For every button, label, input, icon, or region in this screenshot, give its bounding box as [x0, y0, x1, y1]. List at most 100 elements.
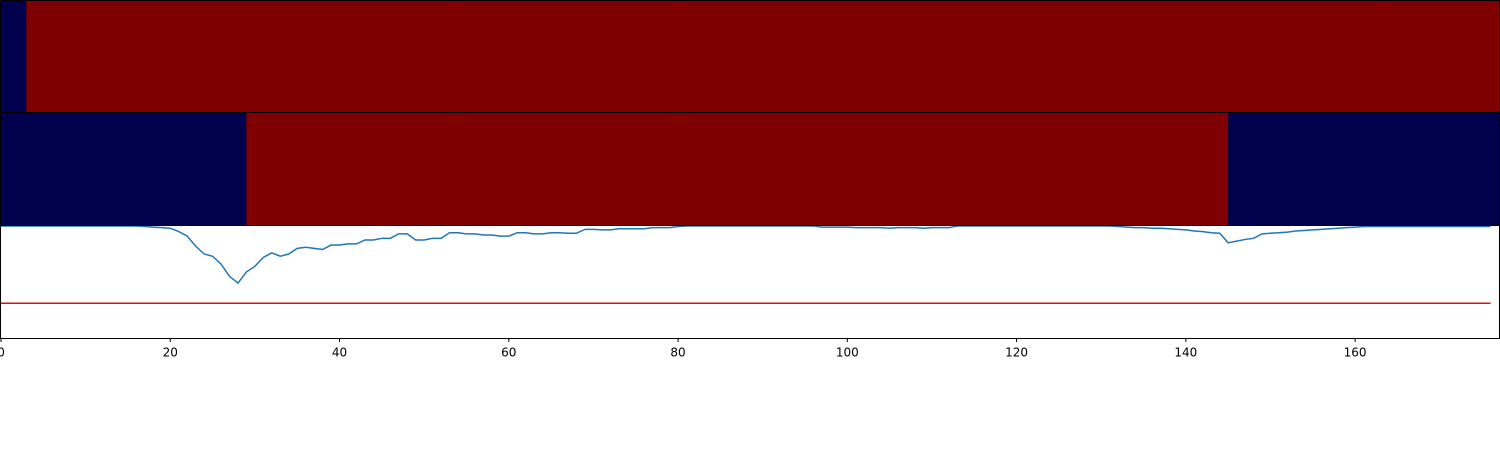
- heatmap-cell: [1253, 113, 1263, 225]
- heatmap-cell: [1058, 113, 1068, 225]
- heatmap-cell: [1109, 113, 1119, 225]
- heatmap-cell: [517, 113, 527, 225]
- heatmap-cell: [847, 113, 857, 225]
- heatmap-cell: [85, 113, 95, 225]
- heatmap-cell: [500, 113, 510, 225]
- heatmap-cell: [43, 1, 53, 112]
- heatmap-cell: [864, 113, 874, 225]
- heatmap-cell: [187, 113, 197, 225]
- heatmap-cell: [1058, 1, 1068, 112]
- heatmap-cell: [195, 1, 205, 112]
- heatmap-cell: [627, 113, 637, 225]
- heatmap-cell: [720, 113, 730, 225]
- heatmap-cell: [458, 1, 467, 112]
- heatmap-cell: [212, 1, 222, 112]
- heatmap-cell: [915, 1, 924, 112]
- heatmap-cell: [618, 113, 628, 225]
- heatmap-cell: [9, 1, 19, 112]
- heatmap-cell: [441, 113, 450, 225]
- heatmap-cell: [940, 113, 950, 225]
- heatmap-cell: [703, 113, 713, 225]
- heatmap-cell: [407, 1, 417, 112]
- heatmap-cell: [398, 113, 408, 225]
- heatmap-cell: [728, 1, 738, 112]
- heatmap-cell: [1118, 113, 1128, 225]
- heatmap-cell: [855, 1, 865, 112]
- heatmap-cell: [813, 1, 823, 112]
- heatmap-cell: [754, 1, 764, 112]
- heatmap-cell: [407, 113, 417, 225]
- heatmap-cell: [1262, 113, 1271, 225]
- heatmap-cell: [568, 1, 577, 112]
- heatmap-cell: [999, 1, 1009, 112]
- heatmap-cell: [1422, 1, 1432, 112]
- heatmap-cell: [965, 1, 975, 112]
- heatmap-cell: [1287, 1, 1297, 112]
- heatmap-cell: [517, 1, 527, 112]
- heatmap-cell: [559, 1, 569, 112]
- heatmap-cell: [119, 113, 129, 225]
- heatmap-cell: [1194, 1, 1204, 112]
- heatmap-cell: [601, 1, 611, 112]
- heatmap-cell: [1160, 113, 1170, 225]
- heatmap-cell: [195, 113, 205, 225]
- heatmap-cell: [1101, 1, 1111, 112]
- heatmap-cell: [525, 1, 535, 112]
- heatmap-cell: [1346, 113, 1356, 225]
- heatmap-cell: [1456, 1, 1466, 112]
- heatmap-cell: [1490, 1, 1500, 112]
- heatmap-cell: [779, 1, 789, 112]
- heatmap-cell: [398, 1, 408, 112]
- heatmap-cell: [280, 113, 290, 225]
- heatmap-cell: [1219, 113, 1229, 225]
- heatmap-cell: [144, 1, 154, 112]
- heatmap-cell: [1075, 1, 1085, 112]
- heatmap-cell: [661, 1, 670, 112]
- data-line: [1, 226, 1491, 285]
- heatmap-cell: [17, 113, 27, 225]
- heatmap-cell: [1041, 1, 1051, 112]
- heatmap-cell: [314, 113, 324, 225]
- heatmap-cell: [60, 1, 70, 112]
- heatmap-cell: [551, 1, 560, 112]
- heatmap-cell: [1084, 113, 1094, 225]
- heatmap-cell: [669, 1, 679, 112]
- heatmap-cell: [661, 113, 670, 225]
- heatmap-cell: [1270, 1, 1280, 112]
- heatmap-cell: [855, 113, 865, 225]
- heatmap-cell: [788, 113, 797, 225]
- heatmap-cell: [1008, 113, 1017, 225]
- heatmap-cell: [1270, 113, 1280, 225]
- heatmap-cell: [991, 1, 1001, 112]
- heatmap-cell: [1321, 1, 1331, 112]
- heatmap-cell: [1, 113, 10, 225]
- heatmap-cell: [542, 1, 552, 112]
- heatmap-cell: [229, 1, 239, 112]
- heatmap-cell: [508, 1, 518, 112]
- x-tick-label: 100: [836, 346, 859, 360]
- heatmap-cell: [77, 113, 87, 225]
- heatmap-cell: [136, 1, 146, 112]
- heatmap-cell: [1211, 113, 1221, 225]
- heatmap-cell: [1482, 113, 1491, 225]
- heatmap-cell: [1, 1, 10, 112]
- heatmap-cell: [474, 113, 484, 225]
- heatmap-cell: [694, 113, 704, 225]
- heatmap-cell: [415, 113, 425, 225]
- heatmap-cell: [1338, 113, 1348, 225]
- heatmap-cell: [1312, 1, 1322, 112]
- heatmap-cell: [940, 1, 950, 112]
- heatmap-cell: [204, 113, 213, 225]
- heatmap-cell: [1295, 1, 1305, 112]
- heatmap-cell: [68, 113, 78, 225]
- heatmap-cell: [500, 1, 510, 112]
- heatmap-cell: [1185, 1, 1195, 112]
- heatmap-cell: [280, 1, 290, 112]
- heatmap-cell: [601, 113, 611, 225]
- heatmap-cell: [331, 1, 340, 112]
- heatmap-cell: [1143, 113, 1153, 225]
- heatmap-cell: [1008, 1, 1017, 112]
- heatmap-cell: [229, 113, 239, 225]
- heatmap-cell: [965, 113, 975, 225]
- heatmap-cell: [127, 113, 137, 225]
